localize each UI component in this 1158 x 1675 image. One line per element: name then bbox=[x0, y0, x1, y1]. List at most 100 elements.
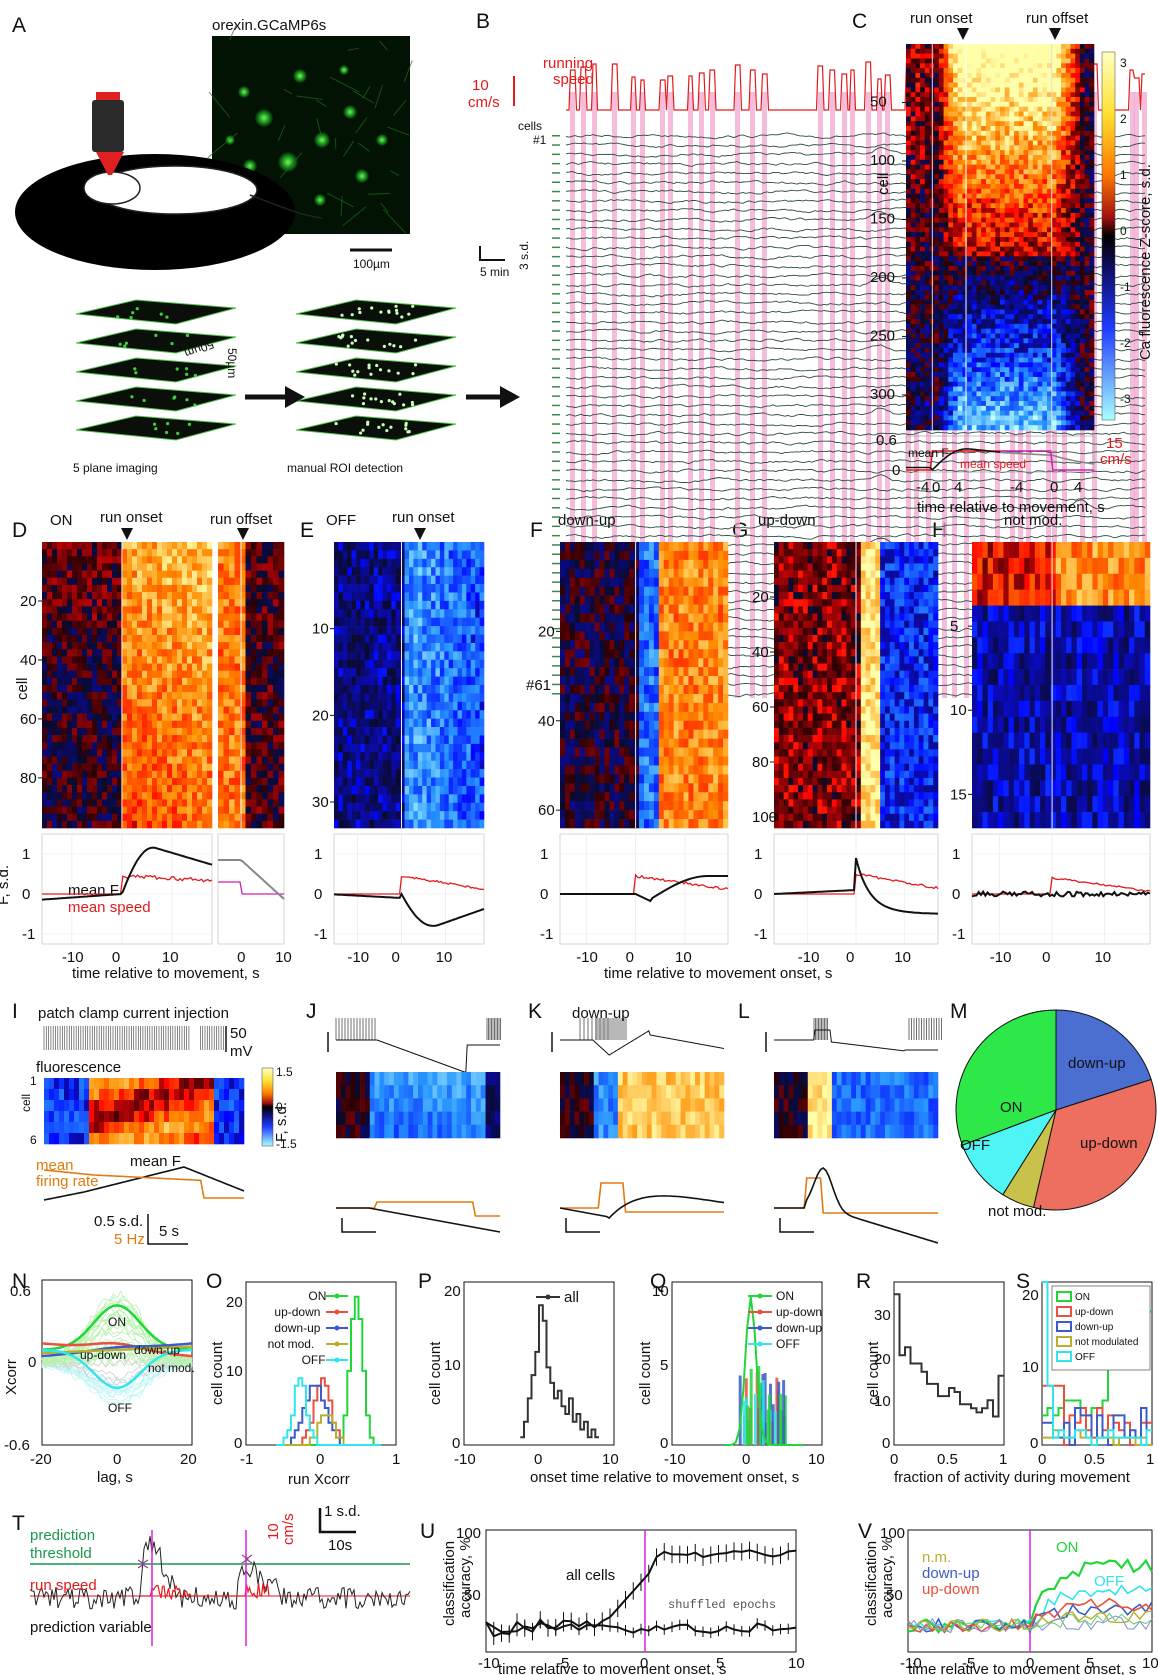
c-heat-cell bbox=[1028, 121, 1034, 127]
c-heat-cell bbox=[1032, 44, 1038, 50]
c-heat-cell bbox=[1079, 179, 1085, 185]
c-heat-cell bbox=[920, 203, 926, 209]
d-heat-cell bbox=[87, 592, 93, 600]
c-heat-cell bbox=[915, 280, 921, 286]
c-heat-cell bbox=[995, 314, 1001, 320]
cell-marker bbox=[552, 395, 560, 397]
c-heat-cell bbox=[924, 410, 930, 416]
d-heat-cell bbox=[127, 770, 133, 779]
c-heat-cell bbox=[1009, 174, 1015, 180]
c-heat-cell bbox=[920, 44, 926, 50]
d-heat-cell bbox=[57, 542, 63, 550]
d-heat-cell bbox=[142, 770, 148, 779]
c-heat-cell bbox=[1032, 333, 1038, 339]
c-heat-cell bbox=[1051, 63, 1057, 69]
c-heat-cell bbox=[1028, 333, 1034, 339]
c-heat-cell bbox=[995, 275, 1001, 281]
d-heat-cell bbox=[127, 577, 133, 586]
d-heat-cell bbox=[102, 820, 108, 829]
c-heat-cell bbox=[1023, 154, 1029, 161]
c-heat-cell bbox=[962, 261, 968, 267]
c-heat-cell bbox=[1042, 203, 1048, 209]
d-heat-cell bbox=[57, 806, 63, 814]
d-heat-cell bbox=[62, 592, 68, 600]
plane-cell bbox=[351, 369, 355, 373]
c-heat-cell bbox=[1089, 44, 1095, 50]
d-heat-cell bbox=[147, 656, 153, 664]
cell-marker bbox=[552, 618, 560, 621]
c-heat-cell bbox=[934, 290, 940, 296]
c-heat-cell bbox=[906, 347, 911, 354]
c-heat-cell bbox=[985, 111, 991, 117]
d-heat-cell bbox=[167, 806, 173, 814]
c-heat-cell bbox=[962, 425, 968, 431]
d-heat-cell bbox=[77, 584, 83, 593]
c-heat-cell bbox=[995, 401, 1001, 407]
c-heat-cell bbox=[957, 188, 963, 194]
d-ylabel: cell bbox=[14, 677, 31, 700]
c-heat-cell bbox=[1061, 256, 1067, 262]
c-heat-cell bbox=[1061, 396, 1067, 402]
d-heat-cell bbox=[152, 785, 158, 793]
c-heat-cell bbox=[1004, 270, 1010, 276]
c-heat-cell bbox=[943, 256, 949, 262]
c-heat-cell bbox=[906, 44, 911, 50]
d-heat-cell bbox=[157, 763, 163, 772]
d-heat-cell bbox=[202, 735, 208, 743]
c-heat-cell bbox=[920, 217, 926, 223]
c-heat-cell bbox=[948, 304, 954, 310]
c-heat-cell bbox=[1075, 265, 1081, 272]
c-heat-cell bbox=[985, 294, 991, 301]
plane-4 bbox=[295, 415, 457, 441]
c-heat-cell bbox=[906, 154, 911, 161]
c-heat-cell bbox=[1079, 116, 1085, 122]
c-heat-cell bbox=[957, 212, 963, 219]
c-heat-cell bbox=[924, 87, 930, 93]
c-heat-cell bbox=[1084, 82, 1090, 88]
c-heat-cell bbox=[1018, 193, 1024, 199]
c-heat-cell bbox=[953, 420, 958, 426]
c-heat-cell bbox=[1070, 106, 1076, 112]
d-heat-cell bbox=[57, 813, 63, 822]
c-heat-cell bbox=[1051, 208, 1057, 214]
c-heat-cell bbox=[1032, 338, 1038, 344]
c-heat-cell bbox=[1084, 304, 1090, 310]
c-heat-cell bbox=[1018, 396, 1024, 402]
c-heat-cell bbox=[906, 188, 911, 194]
c-heat-cell bbox=[1004, 314, 1010, 320]
d-heat-cell bbox=[142, 577, 148, 586]
c-heat-cell bbox=[934, 111, 940, 117]
d-heat-cell bbox=[177, 713, 183, 722]
d-heat-cell bbox=[47, 685, 53, 693]
g-title: up-down bbox=[758, 512, 816, 529]
c-heat-cell bbox=[1018, 256, 1024, 262]
d-heat-cell bbox=[42, 785, 48, 793]
c-heat-cell bbox=[1084, 381, 1090, 387]
c-heat-cell bbox=[985, 251, 991, 257]
c-heat-cell bbox=[938, 164, 944, 170]
plane-cell bbox=[367, 363, 371, 367]
c-heat-cell bbox=[938, 290, 944, 296]
d-heat-cell bbox=[172, 692, 178, 700]
d-heat-cell bbox=[112, 663, 118, 671]
c-heat-cell bbox=[1084, 169, 1090, 175]
c-heat-cell bbox=[985, 323, 991, 329]
d-heat-cell bbox=[137, 685, 143, 693]
c-heat-cell bbox=[1009, 232, 1015, 238]
neuron-0 bbox=[255, 109, 273, 127]
c-heat-cell bbox=[920, 246, 926, 252]
c-heat-cell bbox=[910, 420, 916, 426]
c-xtick-left-0: -4 bbox=[916, 479, 929, 496]
c-heat-cell bbox=[995, 285, 1001, 291]
c-heat-cell bbox=[1070, 222, 1076, 228]
c-heat-cell bbox=[985, 396, 991, 402]
d-heat-cell bbox=[57, 727, 63, 736]
d-heat-cell bbox=[122, 549, 128, 557]
c-heat-cell bbox=[1056, 357, 1062, 363]
c-heat-cell bbox=[1004, 63, 1010, 69]
plane-cell bbox=[404, 427, 408, 431]
c-heat-cell bbox=[1042, 121, 1048, 127]
c-heat-cell bbox=[971, 280, 977, 286]
c-heat-cell bbox=[1061, 111, 1067, 117]
d-heat-cell bbox=[112, 706, 118, 714]
